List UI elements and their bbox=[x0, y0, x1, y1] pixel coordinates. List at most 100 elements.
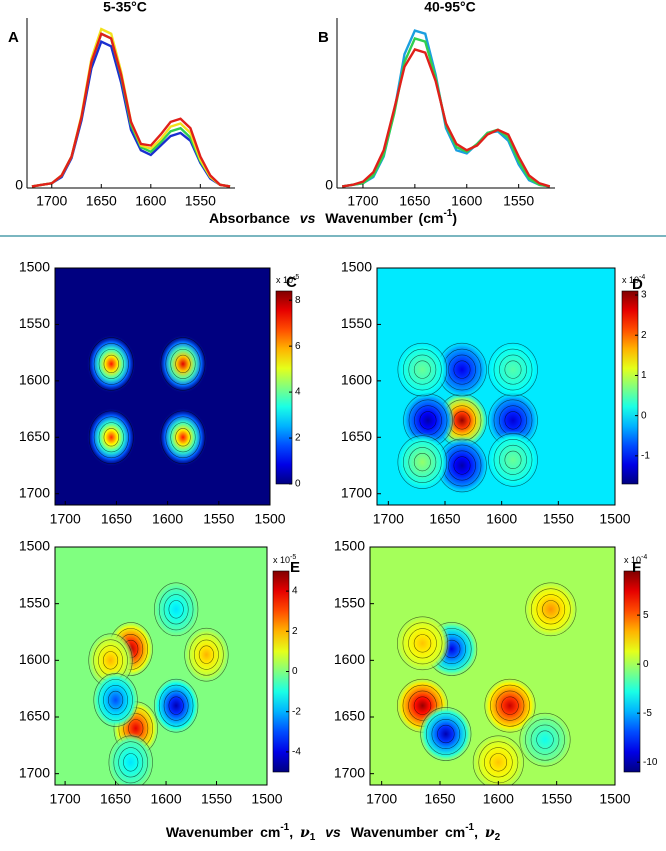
colorbar-tick-label: 4 bbox=[295, 387, 301, 398]
colorbar-tick-label: 3 bbox=[641, 290, 647, 301]
contour-line bbox=[93, 416, 129, 459]
colorbar-tick-label: -4 bbox=[292, 747, 301, 758]
colorbar-tick-label: 1 bbox=[641, 370, 647, 381]
contour-line bbox=[519, 712, 571, 767]
y-tick-label: 1600 bbox=[19, 651, 50, 667]
label-part: cm bbox=[445, 824, 465, 840]
x-tick-label: 1500 bbox=[599, 791, 630, 807]
contour-line bbox=[160, 410, 206, 464]
contour-line bbox=[408, 447, 437, 478]
contour-plot bbox=[55, 547, 267, 785]
y-tick-label: 1550 bbox=[341, 315, 372, 331]
contour-line bbox=[198, 645, 214, 664]
contour-line bbox=[413, 453, 431, 472]
label-part: vs bbox=[300, 210, 316, 226]
contour-line bbox=[108, 735, 153, 785]
scale-base: x 10 bbox=[622, 275, 639, 285]
x-tick-label: 1550 bbox=[541, 791, 572, 807]
x-tick-label: 1650 bbox=[100, 791, 131, 807]
colorbar-tick-label: 6 bbox=[295, 341, 301, 352]
contour-line bbox=[163, 690, 189, 721]
contour-line bbox=[396, 616, 448, 671]
label-part: 1 bbox=[310, 832, 316, 843]
contour-line bbox=[413, 360, 431, 379]
x-tick-label: 1600 bbox=[150, 791, 181, 807]
label-part: (cm bbox=[419, 210, 444, 226]
contour-line bbox=[165, 343, 201, 385]
y-tick-label: 1550 bbox=[334, 594, 365, 610]
colorbar-scale: x 10-4 bbox=[622, 274, 645, 286]
contour-line bbox=[154, 582, 199, 637]
label-part: -1 bbox=[465, 822, 474, 833]
scale-exponent: -4 bbox=[641, 554, 647, 561]
spectrum-line bbox=[31, 39, 231, 188]
contour-line bbox=[158, 588, 194, 631]
contour-line bbox=[168, 696, 184, 715]
colorbar-tick-label: 0 bbox=[643, 659, 649, 670]
contour-line bbox=[453, 360, 471, 379]
contour-line bbox=[493, 439, 533, 481]
x-tick-label: 1600 bbox=[486, 511, 517, 527]
contour-line bbox=[472, 735, 524, 785]
contour-line bbox=[484, 678, 536, 733]
scale-exponent: -5 bbox=[293, 274, 299, 281]
contour-line bbox=[402, 622, 443, 665]
peak bbox=[470, 732, 527, 785]
panel-label: D bbox=[632, 276, 643, 293]
contour-line bbox=[408, 354, 437, 385]
colorbar bbox=[275, 290, 293, 485]
contour-line bbox=[525, 718, 565, 761]
plot-background bbox=[55, 268, 270, 505]
colorbar-tick-label: 5 bbox=[643, 610, 649, 621]
x-tick-label: 1550 bbox=[203, 511, 234, 527]
contour-line bbox=[437, 724, 455, 744]
contour-line bbox=[123, 753, 139, 772]
scale-exponent: -5 bbox=[290, 554, 296, 561]
colorbar-tick-label: 2 bbox=[295, 433, 301, 444]
contour-plot bbox=[377, 268, 615, 505]
x-tick-label: 1650 bbox=[429, 511, 460, 527]
contour-line bbox=[88, 337, 134, 391]
colorbar-tick-label: 0 bbox=[641, 410, 647, 421]
x-tick-label: 1650 bbox=[101, 511, 132, 527]
contour-line bbox=[103, 428, 119, 447]
contour-line bbox=[536, 730, 554, 749]
label-part: cm bbox=[260, 824, 280, 840]
y-tick-label: 0 bbox=[15, 177, 23, 193]
colorbar-tick-label: -5 bbox=[643, 708, 652, 719]
contour-line bbox=[168, 600, 184, 619]
scale-exponent: -4 bbox=[639, 274, 645, 281]
y-tick-label: 1500 bbox=[19, 538, 50, 554]
contour-line bbox=[397, 342, 448, 397]
panel-label: C bbox=[286, 274, 297, 291]
contour-line bbox=[413, 696, 432, 715]
contour-line bbox=[489, 753, 508, 772]
contour-line bbox=[194, 639, 219, 670]
contour-plot bbox=[370, 547, 615, 785]
contour-line bbox=[488, 433, 538, 487]
y-tick-label: 1650 bbox=[19, 428, 50, 444]
label-part: ν bbox=[300, 825, 310, 841]
contour-line bbox=[402, 441, 442, 483]
colorbar-tick-label: 2 bbox=[641, 330, 647, 341]
plot-frame bbox=[54, 546, 268, 786]
contour-line bbox=[102, 651, 119, 670]
contour-line bbox=[103, 684, 128, 716]
contour-line bbox=[419, 411, 437, 430]
contour-line bbox=[504, 411, 522, 430]
contour-line bbox=[493, 348, 533, 391]
x-tick-label: 1700 bbox=[366, 791, 397, 807]
contour-line bbox=[530, 588, 571, 631]
x-tick-label: 1500 bbox=[599, 511, 630, 527]
label-part: , bbox=[474, 824, 478, 840]
x-tick-label: 1700 bbox=[50, 791, 81, 807]
contour-line bbox=[397, 435, 448, 489]
panel-label: E bbox=[290, 559, 300, 576]
panel-label: B bbox=[318, 29, 329, 46]
spectrum-line bbox=[31, 32, 231, 188]
contour-line bbox=[402, 348, 442, 391]
y-tick-label: 1500 bbox=[341, 259, 372, 275]
contour-line bbox=[484, 747, 513, 778]
label-part: Wavenumber bbox=[351, 824, 439, 840]
chart-title: 40-95°C bbox=[424, 0, 476, 15]
